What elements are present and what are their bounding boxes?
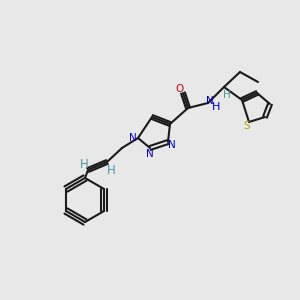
Text: S: S — [244, 121, 250, 131]
Text: H: H — [80, 158, 88, 170]
Text: N: N — [146, 149, 154, 159]
Text: N: N — [206, 96, 214, 106]
Text: H: H — [212, 102, 220, 112]
Text: H: H — [223, 90, 231, 100]
Text: H: H — [106, 164, 116, 176]
Text: N: N — [129, 133, 137, 143]
Text: O: O — [175, 84, 183, 94]
Text: N: N — [168, 140, 176, 150]
